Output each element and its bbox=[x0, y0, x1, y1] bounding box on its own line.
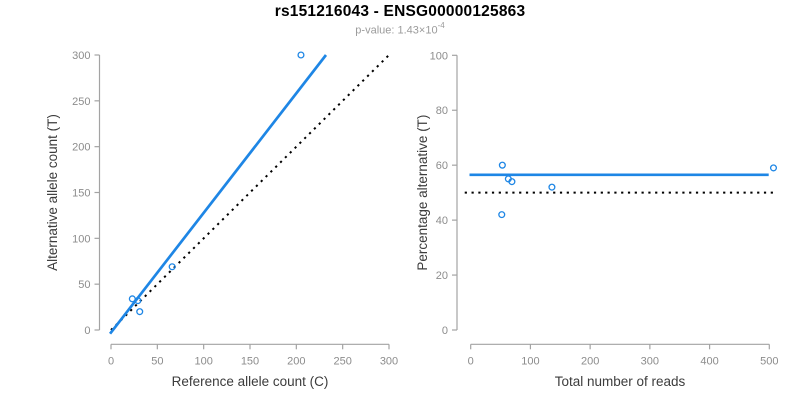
x-tick-label: 300 bbox=[641, 355, 659, 367]
y-tick-label: 200 bbox=[72, 142, 90, 154]
data-point bbox=[297, 51, 305, 59]
figure-subtitle: p-value: 1.43×10-4 bbox=[0, 21, 800, 37]
data-point bbox=[498, 161, 506, 169]
y-tick-label: 150 bbox=[72, 188, 90, 200]
x-tick-label: 0 bbox=[108, 355, 114, 367]
x-tick-label: 200 bbox=[581, 355, 599, 367]
data-point bbox=[508, 178, 516, 186]
x-tick-label: 400 bbox=[700, 355, 718, 367]
y-tick-label: 80 bbox=[436, 105, 448, 117]
y-tick-label: 100 bbox=[430, 50, 448, 62]
x-axis-title: Reference allele count (C) bbox=[172, 374, 329, 389]
data-point bbox=[769, 164, 778, 172]
y-tick-label: 0 bbox=[84, 325, 90, 337]
allele-counts-plot: 0 50 100 150 200 250 300 0 50 100 150 200 250 300 Refe… bbox=[45, 50, 398, 389]
x-tick-label: 50 bbox=[151, 355, 163, 367]
figure-title: rs151216043 - ENSG00000125863 bbox=[274, 3, 526, 20]
x-tick-label: 300 bbox=[380, 355, 398, 367]
identity-line bbox=[110, 53, 391, 331]
fit-line bbox=[109, 54, 328, 335]
x-tick-label: 100 bbox=[521, 355, 539, 367]
y-tick-label: 250 bbox=[72, 96, 90, 108]
y-tick-label: 60 bbox=[436, 160, 448, 172]
data-point bbox=[134, 297, 142, 305]
y-tick-label: 50 bbox=[78, 279, 90, 291]
y-tick-label: 20 bbox=[436, 270, 448, 282]
x-tick-label: 500 bbox=[760, 355, 778, 367]
y-tick-label: 100 bbox=[72, 233, 90, 245]
data-point bbox=[136, 308, 144, 316]
p-value-exponent: -4 bbox=[437, 21, 445, 30]
y-tick-label: 40 bbox=[436, 215, 448, 227]
x-axis-title: Total number of reads bbox=[555, 374, 686, 389]
p-value-text: p-value: 1.43×10 bbox=[355, 24, 438, 37]
y-axis-title: Alternative allele count (T) bbox=[45, 114, 60, 271]
x-tick-label: 200 bbox=[287, 355, 305, 367]
x-tick-label: 0 bbox=[468, 355, 474, 367]
y-tick-label: 300 bbox=[72, 50, 90, 62]
x-tick-label: 150 bbox=[241, 355, 259, 367]
percentage-alternative-plot: 0 100 200 300 400 500 0 20 40 60 80 100 Total number… bbox=[415, 50, 778, 389]
data-point bbox=[168, 263, 176, 271]
x-tick-label: 100 bbox=[194, 355, 212, 367]
y-axis-title: Percentage alternative (T) bbox=[415, 115, 430, 271]
data-point bbox=[548, 183, 556, 191]
x-tick-label: 250 bbox=[333, 355, 351, 367]
data-point bbox=[498, 211, 506, 219]
y-tick-label: 0 bbox=[442, 325, 448, 337]
